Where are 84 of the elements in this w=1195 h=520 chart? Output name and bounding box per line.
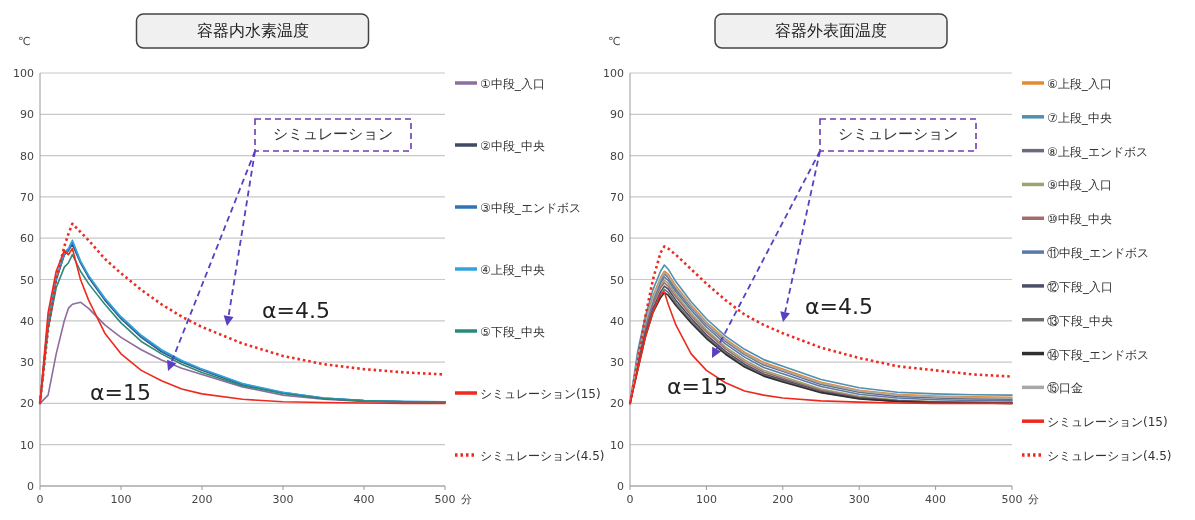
y-tick-label: 30 bbox=[20, 356, 34, 370]
legend-label: ③中段_エンドボス bbox=[480, 201, 581, 215]
legend-item: ④上段_中央 bbox=[455, 263, 545, 277]
x-tick-label: 400 bbox=[353, 493, 375, 506]
y-tick-label: 50 bbox=[610, 273, 624, 287]
legend-item: ③中段_エンドボス bbox=[455, 201, 581, 215]
annotation: α=15 bbox=[667, 374, 728, 399]
legend-label: ⑩中段_中央 bbox=[1047, 212, 1112, 227]
chart-title: 容器外表面温度 bbox=[775, 21, 887, 40]
legend-item: シミュレーション(15) bbox=[455, 387, 601, 401]
x-tick-label: 300 bbox=[272, 493, 294, 506]
annotation: α=15 bbox=[90, 380, 151, 405]
legend-label: シミュレーション(4.5) bbox=[480, 449, 605, 463]
annotation: シミュレーション bbox=[838, 125, 958, 143]
legend-label: ⑫下段_入口 bbox=[1047, 279, 1113, 294]
legend-label: ⑦上段_中央 bbox=[1047, 110, 1112, 125]
legend-item: ②中段_中央 bbox=[455, 139, 545, 153]
legend-label: ④上段_中央 bbox=[480, 263, 545, 277]
y-tick-label: 90 bbox=[610, 108, 624, 122]
x-tick-label: 0 bbox=[36, 493, 44, 506]
y-tick-label: 20 bbox=[20, 397, 34, 411]
y-tick-label: 80 bbox=[20, 149, 34, 163]
legend-item: ⑭下段_エンドボス bbox=[1022, 347, 1149, 362]
legend-label: ②中段_中央 bbox=[480, 139, 545, 153]
legend-item: ⑨中段_入口 bbox=[1022, 178, 1112, 193]
y-axis-title: ℃ bbox=[608, 35, 621, 48]
legend-label: シミュレーション(15) bbox=[480, 387, 601, 401]
legend-label: ⑥上段_入口 bbox=[1047, 77, 1112, 91]
legend-label: ⑪中段_エンドボス bbox=[1047, 246, 1149, 261]
x-tick-label: 200 bbox=[772, 493, 794, 506]
x-tick-label: 300 bbox=[848, 493, 870, 506]
legend-item: シミュレーション(15) bbox=[1022, 415, 1168, 430]
legend-item: ⑬下段_中央 bbox=[1022, 313, 1113, 328]
y-tick-label: 0 bbox=[27, 480, 34, 493]
x-tick-label: 100 bbox=[695, 493, 717, 506]
y-tick-label: 50 bbox=[20, 273, 34, 287]
y-tick-label: 100 bbox=[603, 67, 624, 80]
x-axis-title: 分 bbox=[1028, 493, 1039, 506]
x-axis-title: 分 bbox=[461, 493, 472, 506]
y-tick-label: 40 bbox=[610, 314, 624, 328]
legend-label: ⑤下段_中央 bbox=[480, 325, 545, 339]
legend-item: ⑪中段_エンドボス bbox=[1022, 246, 1149, 261]
legend-item: ⑮口金 bbox=[1022, 381, 1083, 396]
legend-label: ⑭下段_エンドボス bbox=[1047, 347, 1149, 362]
x-tick-label: 100 bbox=[110, 493, 132, 506]
y-tick-label: 70 bbox=[610, 190, 624, 204]
legend-label: ⑮口金 bbox=[1047, 381, 1083, 396]
legend-label: ①中段_入口 bbox=[480, 77, 545, 91]
legend-item: ⑦上段_中央 bbox=[1022, 110, 1112, 125]
y-tick-label: 0 bbox=[617, 480, 624, 493]
chart-title: 容器内水素温度 bbox=[196, 21, 309, 40]
x-tick-label: 200 bbox=[191, 493, 213, 506]
legend-item: ①中段_入口 bbox=[455, 77, 545, 91]
y-tick-label: 70 bbox=[20, 190, 34, 204]
legend-label: シミュレーション(15) bbox=[1047, 415, 1168, 430]
legend-item: ⑤下段_中央 bbox=[455, 325, 545, 339]
y-tick-label: 10 bbox=[610, 438, 624, 452]
legend-label: ⑧上段_エンドボス bbox=[1047, 144, 1148, 159]
legend-label: シミュレーション(4.5) bbox=[1047, 449, 1172, 463]
annotation: α=4.5 bbox=[805, 294, 873, 319]
y-tick-label: 100 bbox=[13, 67, 34, 80]
annotation: α=4.5 bbox=[262, 298, 330, 323]
y-tick-label: 20 bbox=[610, 397, 624, 411]
legend-label: ⑬下段_中央 bbox=[1047, 313, 1113, 328]
y-tick-label: 60 bbox=[20, 232, 34, 246]
legend-item: ⑥上段_入口 bbox=[1022, 77, 1112, 91]
y-tick-label: 90 bbox=[20, 108, 34, 122]
legend-item: シミュレーション(4.5) bbox=[455, 449, 605, 463]
legend-item: ⑫下段_入口 bbox=[1022, 279, 1113, 294]
x-tick-label: 400 bbox=[925, 493, 947, 506]
y-tick-label: 40 bbox=[20, 314, 34, 328]
annotation: シミュレーション bbox=[273, 125, 393, 143]
legend-item: ⑧上段_エンドボス bbox=[1022, 144, 1148, 159]
x-tick-label: 500 bbox=[1001, 493, 1023, 506]
y-tick-label: 30 bbox=[610, 356, 624, 370]
y-tick-label: 80 bbox=[610, 149, 624, 163]
x-tick-label: 0 bbox=[626, 493, 634, 506]
y-axis-title: ℃ bbox=[18, 35, 31, 48]
y-tick-label: 10 bbox=[20, 438, 34, 452]
legend-label: ⑨中段_入口 bbox=[1047, 178, 1112, 193]
legend-item: シミュレーション(4.5) bbox=[1022, 449, 1172, 463]
legend-item: ⑩中段_中央 bbox=[1022, 212, 1112, 227]
x-tick-label: 500 bbox=[434, 493, 456, 506]
y-tick-label: 60 bbox=[610, 232, 624, 246]
